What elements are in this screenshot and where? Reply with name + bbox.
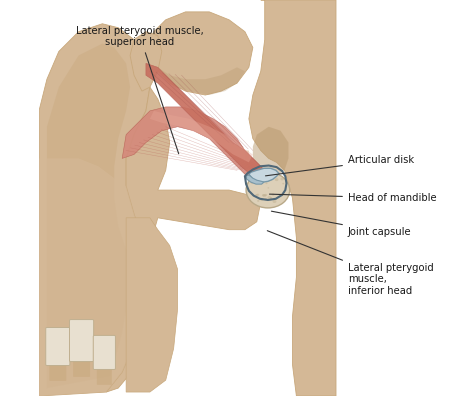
Polygon shape <box>39 158 146 396</box>
FancyBboxPatch shape <box>93 335 116 369</box>
Polygon shape <box>150 111 253 162</box>
Text: Head of mandible: Head of mandible <box>270 193 437 203</box>
Ellipse shape <box>255 182 257 184</box>
Ellipse shape <box>251 181 254 184</box>
FancyBboxPatch shape <box>49 360 66 381</box>
Ellipse shape <box>271 197 272 199</box>
Ellipse shape <box>264 194 267 196</box>
Ellipse shape <box>263 194 266 197</box>
Ellipse shape <box>265 183 267 184</box>
Ellipse shape <box>275 178 278 181</box>
Ellipse shape <box>267 187 269 188</box>
Polygon shape <box>246 175 264 184</box>
Ellipse shape <box>272 193 274 196</box>
Ellipse shape <box>246 172 290 208</box>
Text: Joint capsule: Joint capsule <box>272 211 411 237</box>
FancyBboxPatch shape <box>97 364 112 385</box>
Ellipse shape <box>283 183 284 185</box>
Ellipse shape <box>267 196 271 199</box>
Ellipse shape <box>264 198 267 200</box>
Polygon shape <box>249 168 279 182</box>
Ellipse shape <box>273 200 276 203</box>
Ellipse shape <box>277 196 280 198</box>
FancyBboxPatch shape <box>73 356 90 377</box>
Polygon shape <box>146 63 264 178</box>
Ellipse shape <box>255 194 258 196</box>
Text: Lateral pterygoid muscle,
superior head: Lateral pterygoid muscle, superior head <box>76 26 204 154</box>
Polygon shape <box>130 32 162 91</box>
Ellipse shape <box>260 198 263 201</box>
Polygon shape <box>47 44 130 388</box>
FancyBboxPatch shape <box>70 320 94 362</box>
Polygon shape <box>122 107 269 182</box>
Text: Articular disk: Articular disk <box>265 155 414 176</box>
Ellipse shape <box>257 200 259 202</box>
Polygon shape <box>126 218 178 392</box>
Polygon shape <box>146 12 253 95</box>
Ellipse shape <box>280 178 284 181</box>
Polygon shape <box>253 127 289 176</box>
Ellipse shape <box>270 179 272 181</box>
Polygon shape <box>39 24 150 396</box>
Ellipse shape <box>252 180 255 183</box>
Ellipse shape <box>262 178 265 181</box>
Polygon shape <box>106 87 261 392</box>
Ellipse shape <box>262 194 265 196</box>
Polygon shape <box>158 67 245 95</box>
Text: Lateral pterygoid
muscle,
inferior head: Lateral pterygoid muscle, inferior head <box>267 231 434 296</box>
Ellipse shape <box>270 198 272 199</box>
Ellipse shape <box>252 179 254 181</box>
Polygon shape <box>249 0 336 396</box>
Polygon shape <box>245 150 273 184</box>
Ellipse shape <box>256 194 259 196</box>
FancyBboxPatch shape <box>46 327 70 366</box>
